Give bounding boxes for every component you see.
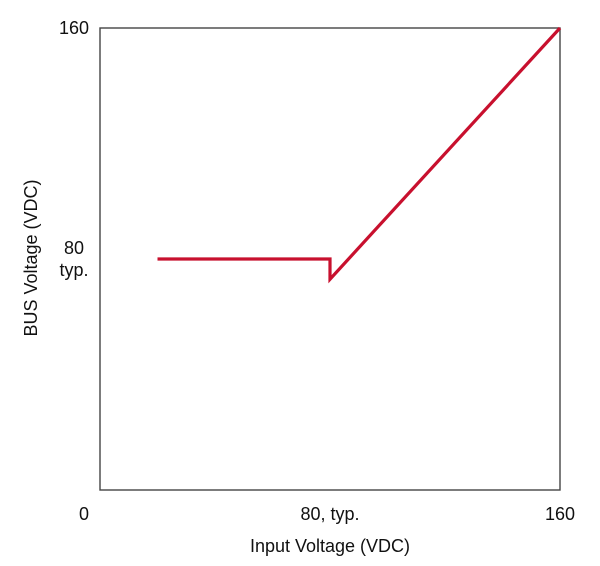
series-line — [157, 26, 562, 284]
y-tick-label: 80 — [64, 238, 84, 258]
x-tick-label: 160 — [545, 504, 575, 524]
plot-frame — [99, 27, 561, 491]
series-group — [157, 26, 562, 284]
x-tick-label: 80, typ. — [300, 504, 359, 524]
x-tick-label: 0 — [79, 504, 89, 524]
x-tick-group: 0 80, typ. 160 — [79, 504, 575, 524]
y-axis-title: BUS Voltage (VDC) — [21, 179, 41, 336]
y-tick-label: 160 — [59, 18, 89, 38]
x-axis-title: Input Voltage (VDC) — [250, 536, 410, 556]
y-tick-label: typ. — [59, 260, 88, 280]
